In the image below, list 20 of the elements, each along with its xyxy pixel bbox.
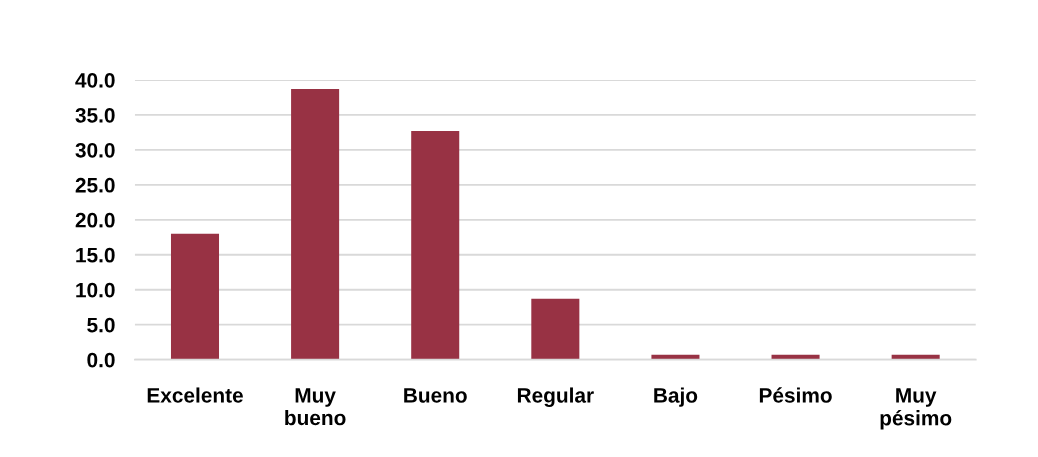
y-tick-label: 20.0 xyxy=(75,212,115,228)
x-tick-label: Excelente xyxy=(147,387,243,403)
y-tick-label: 40.0 xyxy=(75,72,115,88)
y-tick-label: 5.0 xyxy=(87,317,115,333)
bar xyxy=(170,233,220,360)
y-tick-label: 25.0 xyxy=(75,177,115,193)
x-tick-label: Muy bueno xyxy=(285,388,346,426)
bar xyxy=(411,131,460,360)
x-tick-label: Pésimo xyxy=(759,387,832,403)
x-tick-label: Regular xyxy=(517,387,594,407)
x-tick-label: Muy pésimo xyxy=(880,388,952,430)
y-tick-label: 30.0 xyxy=(75,142,115,158)
bar xyxy=(531,298,580,360)
bar xyxy=(291,89,340,360)
y-tick-label: 10.0 xyxy=(76,282,115,298)
x-tick-label: Bueno xyxy=(404,388,467,403)
x-tick-label: Bajo xyxy=(654,387,698,407)
y-tick-label: 15.0 xyxy=(76,247,115,263)
y-tick-label: 0.0 xyxy=(87,352,115,368)
y-tick-label: 35.0 xyxy=(75,107,115,123)
